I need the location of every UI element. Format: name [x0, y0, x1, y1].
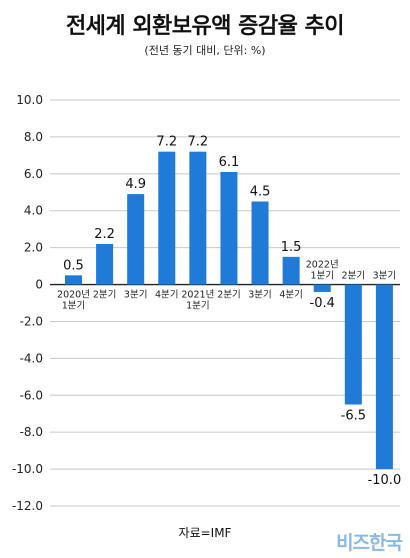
y-tick-label: 10.0	[16, 93, 43, 107]
chart-title: 전세계 외환보유액 증감율 추이	[65, 14, 345, 39]
x-tick-label: 2022년 1분기	[306, 260, 339, 282]
x-tick-label: 3분기	[373, 271, 397, 282]
bar	[251, 201, 269, 285]
bar-chart: 10.0 8.0 6.0 4.0 2.0 0 -2.0 -4.0 -6.0 -8.0 -10.0 -1…	[12, 93, 401, 513]
bar	[344, 284, 362, 405]
y-tick-label: 2.0	[24, 241, 43, 255]
bar	[189, 151, 207, 285]
value-label: -10.0	[368, 473, 402, 488]
y-axis-ticks: 10.0 8.0 6.0 4.0 2.0 0 -2.0 -4.0 -6.0 -8.0 -10.0 -1…	[12, 93, 43, 513]
value-label: 2.2	[94, 227, 115, 242]
x-tick-label: 3분기	[124, 290, 148, 301]
value-label: 1.5	[281, 240, 302, 255]
x-tick-label: 2021년 1분기	[181, 290, 214, 312]
y-tick-label: -4.0	[20, 351, 43, 365]
value-label: -0.4	[310, 296, 335, 311]
y-tick-label: -6.0	[20, 388, 43, 402]
watermark-logo: 비즈한국	[336, 532, 403, 554]
value-label: 4.5	[250, 185, 271, 200]
y-tick-label: 0	[35, 278, 43, 292]
source-note: 자료=IMF	[178, 526, 232, 540]
bar	[313, 284, 331, 292]
value-label: 7.2	[156, 135, 177, 150]
x-tick-label: 2020년 1분기	[57, 290, 90, 312]
y-tick-label: 6.0	[24, 167, 43, 181]
chart-subtitle: (전년 동기 대비, 단위: %)	[144, 44, 266, 57]
y-tick-label: -8.0	[20, 425, 43, 439]
bars	[65, 151, 393, 470]
value-label: 6.1	[219, 155, 240, 170]
y-tick-label: -12.0	[12, 499, 43, 513]
x-tick-label: 2분기	[342, 271, 366, 282]
bar	[127, 194, 145, 285]
x-tick-label: 2분기	[93, 290, 117, 301]
value-label: -6.5	[341, 409, 366, 424]
y-tick-label: 8.0	[24, 130, 43, 144]
x-tick-label: 3분기	[248, 290, 272, 301]
bar	[158, 151, 176, 285]
bar	[96, 243, 114, 285]
value-label: 0.5	[63, 258, 84, 273]
y-tick-label: 4.0	[24, 204, 43, 218]
y-tick-label: -2.0	[20, 314, 43, 328]
bar	[282, 256, 300, 285]
x-tick-label: 4분기	[279, 290, 303, 301]
bar	[65, 275, 82, 285]
bar	[375, 284, 393, 470]
value-labels: 0.5 2.2 4.9 7.2 7.2 6.1 4.5 1.5 -0.4 -6.5 -10.0	[63, 135, 401, 488]
x-tick-label: 4분기	[155, 290, 179, 301]
x-tick-label: 2분기	[217, 290, 241, 301]
bar	[220, 171, 238, 285]
value-label: 7.2	[188, 135, 209, 150]
y-tick-label: -10.0	[12, 462, 43, 476]
value-label: 4.9	[125, 177, 146, 192]
